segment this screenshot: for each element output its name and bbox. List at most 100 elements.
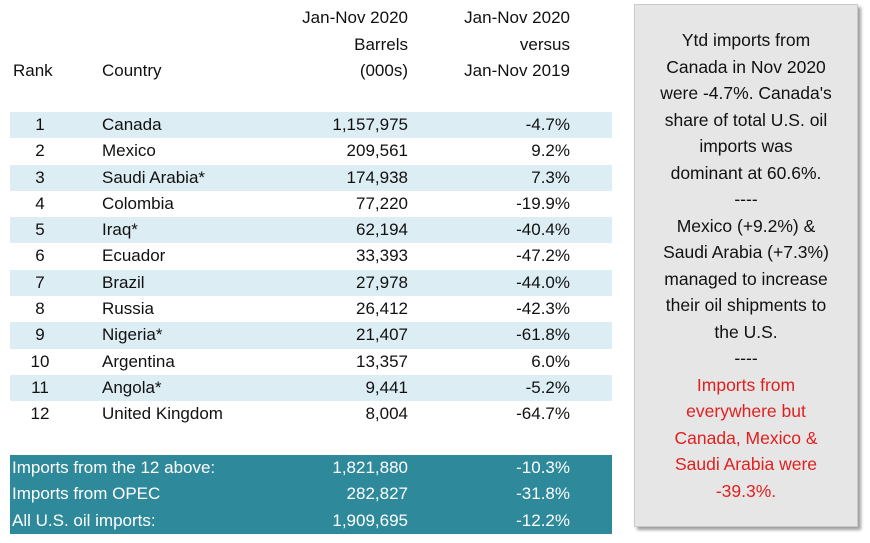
- table-row: 5 Iraq* 62,194 -40.4%: [10, 217, 612, 244]
- note-line: imports was: [699, 136, 793, 156]
- totals-row: Imports from the 12 above: 1,821,880 -10…: [10, 455, 612, 481]
- table-row: 3 Saudi Arabia* 174,938 7.3%: [10, 164, 612, 191]
- barrels-cell: 13,357: [356, 351, 408, 371]
- country-cell: Mexico: [102, 141, 156, 161]
- totals-barrels: 1,821,880: [332, 458, 408, 477]
- table-row: 8 Russia 26,412 -42.3%: [10, 296, 612, 322]
- rank-cell: 6: [35, 246, 45, 266]
- rank-cell: 12: [30, 404, 50, 424]
- change-cell: -42.3%: [516, 299, 570, 319]
- note-line: the U.S.: [714, 321, 778, 342]
- rank-cell: 9: [35, 325, 45, 345]
- note-line: their oil shipments to: [665, 295, 827, 315]
- change-cell: -40.4%: [516, 220, 570, 240]
- table-row: 6 Ecuador 33,393 -47.2%: [10, 243, 612, 269]
- country-cell: Ecuador: [102, 246, 166, 266]
- header-barrels-line: (000s): [359, 61, 408, 80]
- note-line: dominant at 60.6%.: [670, 162, 822, 183]
- country-cell: Saudi Arabia*: [102, 167, 206, 187]
- table-row: 1 Canada 1,157,975 -4.7%: [10, 112, 612, 139]
- change-cell: -4.7%: [525, 115, 570, 134]
- rank-cell: 3: [35, 167, 45, 187]
- country-cell: Angola*: [102, 377, 162, 397]
- barrels-cell: 77,220: [356, 193, 408, 213]
- totals-label: Imports from OPEC: [12, 484, 161, 504]
- country-cell: United Kingdom: [102, 404, 223, 424]
- totals-row: Imports from OPEC 282,827 -31.8%: [10, 481, 612, 507]
- note-line: share of total U.S. oil: [664, 109, 828, 130]
- table-row: 2 Mexico 209,561 9.2%: [10, 138, 612, 164]
- barrels-cell: 8,004: [365, 404, 408, 424]
- header-versus: Jan-Nov 2020 versus Jan-Nov 2019: [420, 5, 570, 85]
- note-line: Ytd imports from: [681, 30, 811, 50]
- barrels-cell: 9,441: [365, 377, 408, 397]
- rank-cell: 1: [35, 115, 45, 134]
- barrels-cell: 33,393: [356, 246, 408, 266]
- note-highlight-line: Saudi Arabia were: [674, 454, 818, 474]
- barrels-cell: 21,407: [356, 325, 408, 345]
- note-highlight-line: Imports from: [696, 374, 796, 395]
- country-cell: Iraq*: [102, 220, 138, 240]
- header-barrels-line: Barrels: [354, 34, 408, 54]
- change-cell: -44.0%: [516, 272, 570, 292]
- note-line: managed to increase: [664, 268, 828, 289]
- rank-cell: 11: [31, 377, 49, 397]
- barrels-cell: 174,938: [346, 167, 408, 187]
- note-highlight-line: Canada, Mexico &: [674, 427, 818, 448]
- table-row: 10 Argentina 13,357 6.0%: [10, 349, 612, 375]
- header-barrels: Jan-Nov 2020 Barrels (000s): [250, 5, 408, 85]
- country-table: 1 Canada 1,157,975 -4.7% 2 Mexico 209,56…: [10, 112, 612, 428]
- table-row: 7 Brazil 27,978 -44.0%: [10, 269, 612, 297]
- barrels-cell: 26,412: [356, 299, 408, 319]
- commentary-box: Ytd imports from Canada in Nov 2020 were…: [634, 4, 858, 527]
- table-row: 9 Nigeria* 21,407 -61.8%: [10, 322, 612, 349]
- note-highlight-line: everywhere but: [686, 401, 806, 421]
- change-cell: -47.2%: [516, 246, 570, 266]
- totals-change: -12.2%: [516, 510, 570, 530]
- totals-band: Imports from the 12 above: 1,821,880 -10…: [10, 455, 612, 534]
- change-cell: -5.2%: [525, 377, 570, 397]
- header-versus-line: Jan-Nov 2020: [464, 8, 570, 27]
- table-row: 4 Colombia 77,220 -19.9%: [10, 191, 612, 217]
- country-cell: Brazil: [102, 272, 145, 292]
- country-cell: Colombia: [102, 193, 174, 213]
- note-line: were -4.7%. Canada's: [660, 83, 832, 103]
- totals-change: -31.8%: [516, 484, 570, 504]
- barrels-cell: 27,978: [356, 272, 408, 292]
- totals-label: All U.S. oil imports:: [12, 510, 156, 530]
- totals-barrels: 282,827: [346, 484, 408, 504]
- rank-cell: 4: [35, 193, 45, 213]
- country-cell: Nigeria*: [102, 325, 163, 345]
- rank-cell: 2: [35, 141, 45, 161]
- header-versus-line: Jan-Nov 2019: [464, 61, 570, 80]
- totals-change: -10.3%: [516, 458, 570, 477]
- country-cell: Russia: [102, 299, 154, 319]
- note-line: Mexico (+9.2%) &: [676, 215, 816, 236]
- rank-cell: 8: [35, 299, 45, 319]
- barrels-cell: 1,157,975: [332, 115, 408, 134]
- rank-cell: 10: [30, 351, 50, 371]
- header-versus-line: versus: [519, 34, 570, 54]
- header-barrels-line: Jan-Nov 2020: [302, 8, 408, 27]
- totals-label: Imports from the 12 above:: [12, 458, 216, 477]
- header-country: Country: [102, 61, 162, 80]
- header-rank: Rank: [13, 61, 53, 80]
- rank-cell: 5: [35, 220, 45, 240]
- barrels-cell: 62,194: [356, 220, 408, 240]
- totals-row: All U.S. oil imports: 1,909,695 -12.2%: [10, 508, 612, 534]
- note-line: Saudi Arabia (+7.3%): [663, 242, 829, 262]
- note-separator: ----: [734, 348, 758, 368]
- totals-barrels: 1,909,695: [332, 510, 408, 530]
- country-cell: Canada: [102, 115, 162, 134]
- change-cell: -61.8%: [516, 325, 570, 345]
- country-cell: Argentina: [102, 351, 175, 371]
- change-cell: 7.3%: [531, 167, 570, 187]
- change-cell: 9.2%: [531, 141, 570, 161]
- table-row: 12 United Kingdom 8,004 -64.7%: [10, 401, 612, 427]
- change-cell: -64.7%: [516, 404, 570, 424]
- change-cell: -19.9%: [516, 193, 570, 213]
- table-row: 11 Angola* 9,441 -5.2%: [10, 374, 612, 402]
- change-cell: 6.0%: [531, 351, 570, 371]
- note-highlight-line: -39.3%.: [715, 480, 777, 501]
